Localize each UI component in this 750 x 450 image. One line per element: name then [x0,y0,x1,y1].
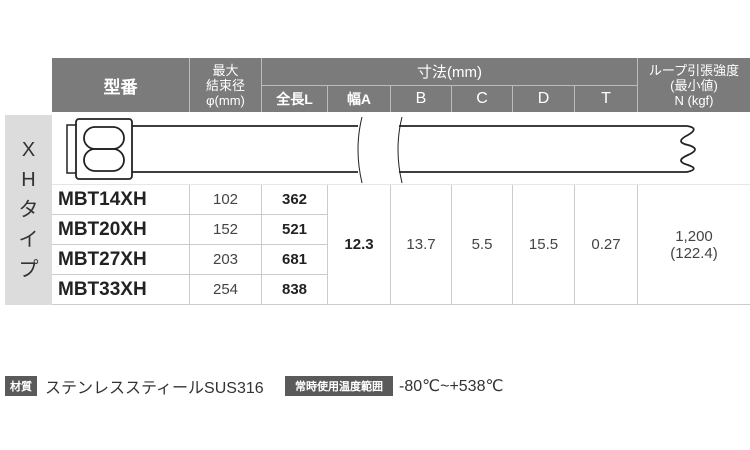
header-A: 幅A [328,86,391,112]
length-cell: 521 [262,215,328,245]
header-text: 最大 [212,62,239,78]
type-char: イ [18,229,39,251]
header-text: ループ引張強度 [648,62,740,78]
header-model: 型番 [52,58,190,112]
header-C: C [452,86,513,112]
header-text: 結束径 [205,77,245,93]
header-text: N (kgf) [674,92,714,108]
cell-T: 0.27 [575,185,638,305]
header-T: T [575,86,638,112]
header-B: B [391,86,452,112]
model-cell: MBT20XH [52,215,190,245]
diameter-cell: 254 [190,275,262,305]
type-char: H [21,169,36,191]
type-char: プ [18,259,39,281]
cell-B: 13.7 [391,185,452,305]
header-D: D [513,86,575,112]
cell-C: 5.5 [452,185,513,305]
type-char: X [21,139,36,161]
temp-value: -80℃~+538℃ [399,378,504,395]
length-cell: 681 [262,245,328,275]
length-cell: 838 [262,275,328,305]
strength-kgf: (122.4) [670,244,718,262]
header-strength: ループ引張強度 (最小値) N (kgf) [638,58,750,112]
material-value: ステンレススティールSUS316 [45,380,264,397]
header-max-diameter: 最大 結束径 φ(mm) [190,58,262,112]
cell-A: 12.3 [328,185,391,305]
model-cell: MBT14XH [52,185,190,215]
cable-tie-drawing [52,116,750,185]
diameter-cell: 203 [190,245,262,275]
header-text: (最小値) [670,77,718,93]
model-cell: MBT27XH [52,245,190,275]
header-L: 全長L [262,86,328,112]
type-label: X H タ イ プ [5,115,52,305]
model-cell: MBT33XH [52,275,190,305]
type-char: タ [18,199,39,221]
header-text: φ(mm) [206,92,245,108]
cell-D: 15.5 [513,185,575,305]
diameter-cell: 102 [190,185,262,215]
length-cell: 362 [262,185,328,215]
temp-label: 常時使用温度範囲 [285,376,393,396]
header-dimensions: 寸法(mm) [262,58,638,86]
diameter-cell: 152 [190,215,262,245]
strength-n: 1,200 [675,227,713,245]
material-label: 材質 [5,376,37,396]
cell-strength: 1,200 (122.4) [638,185,750,305]
